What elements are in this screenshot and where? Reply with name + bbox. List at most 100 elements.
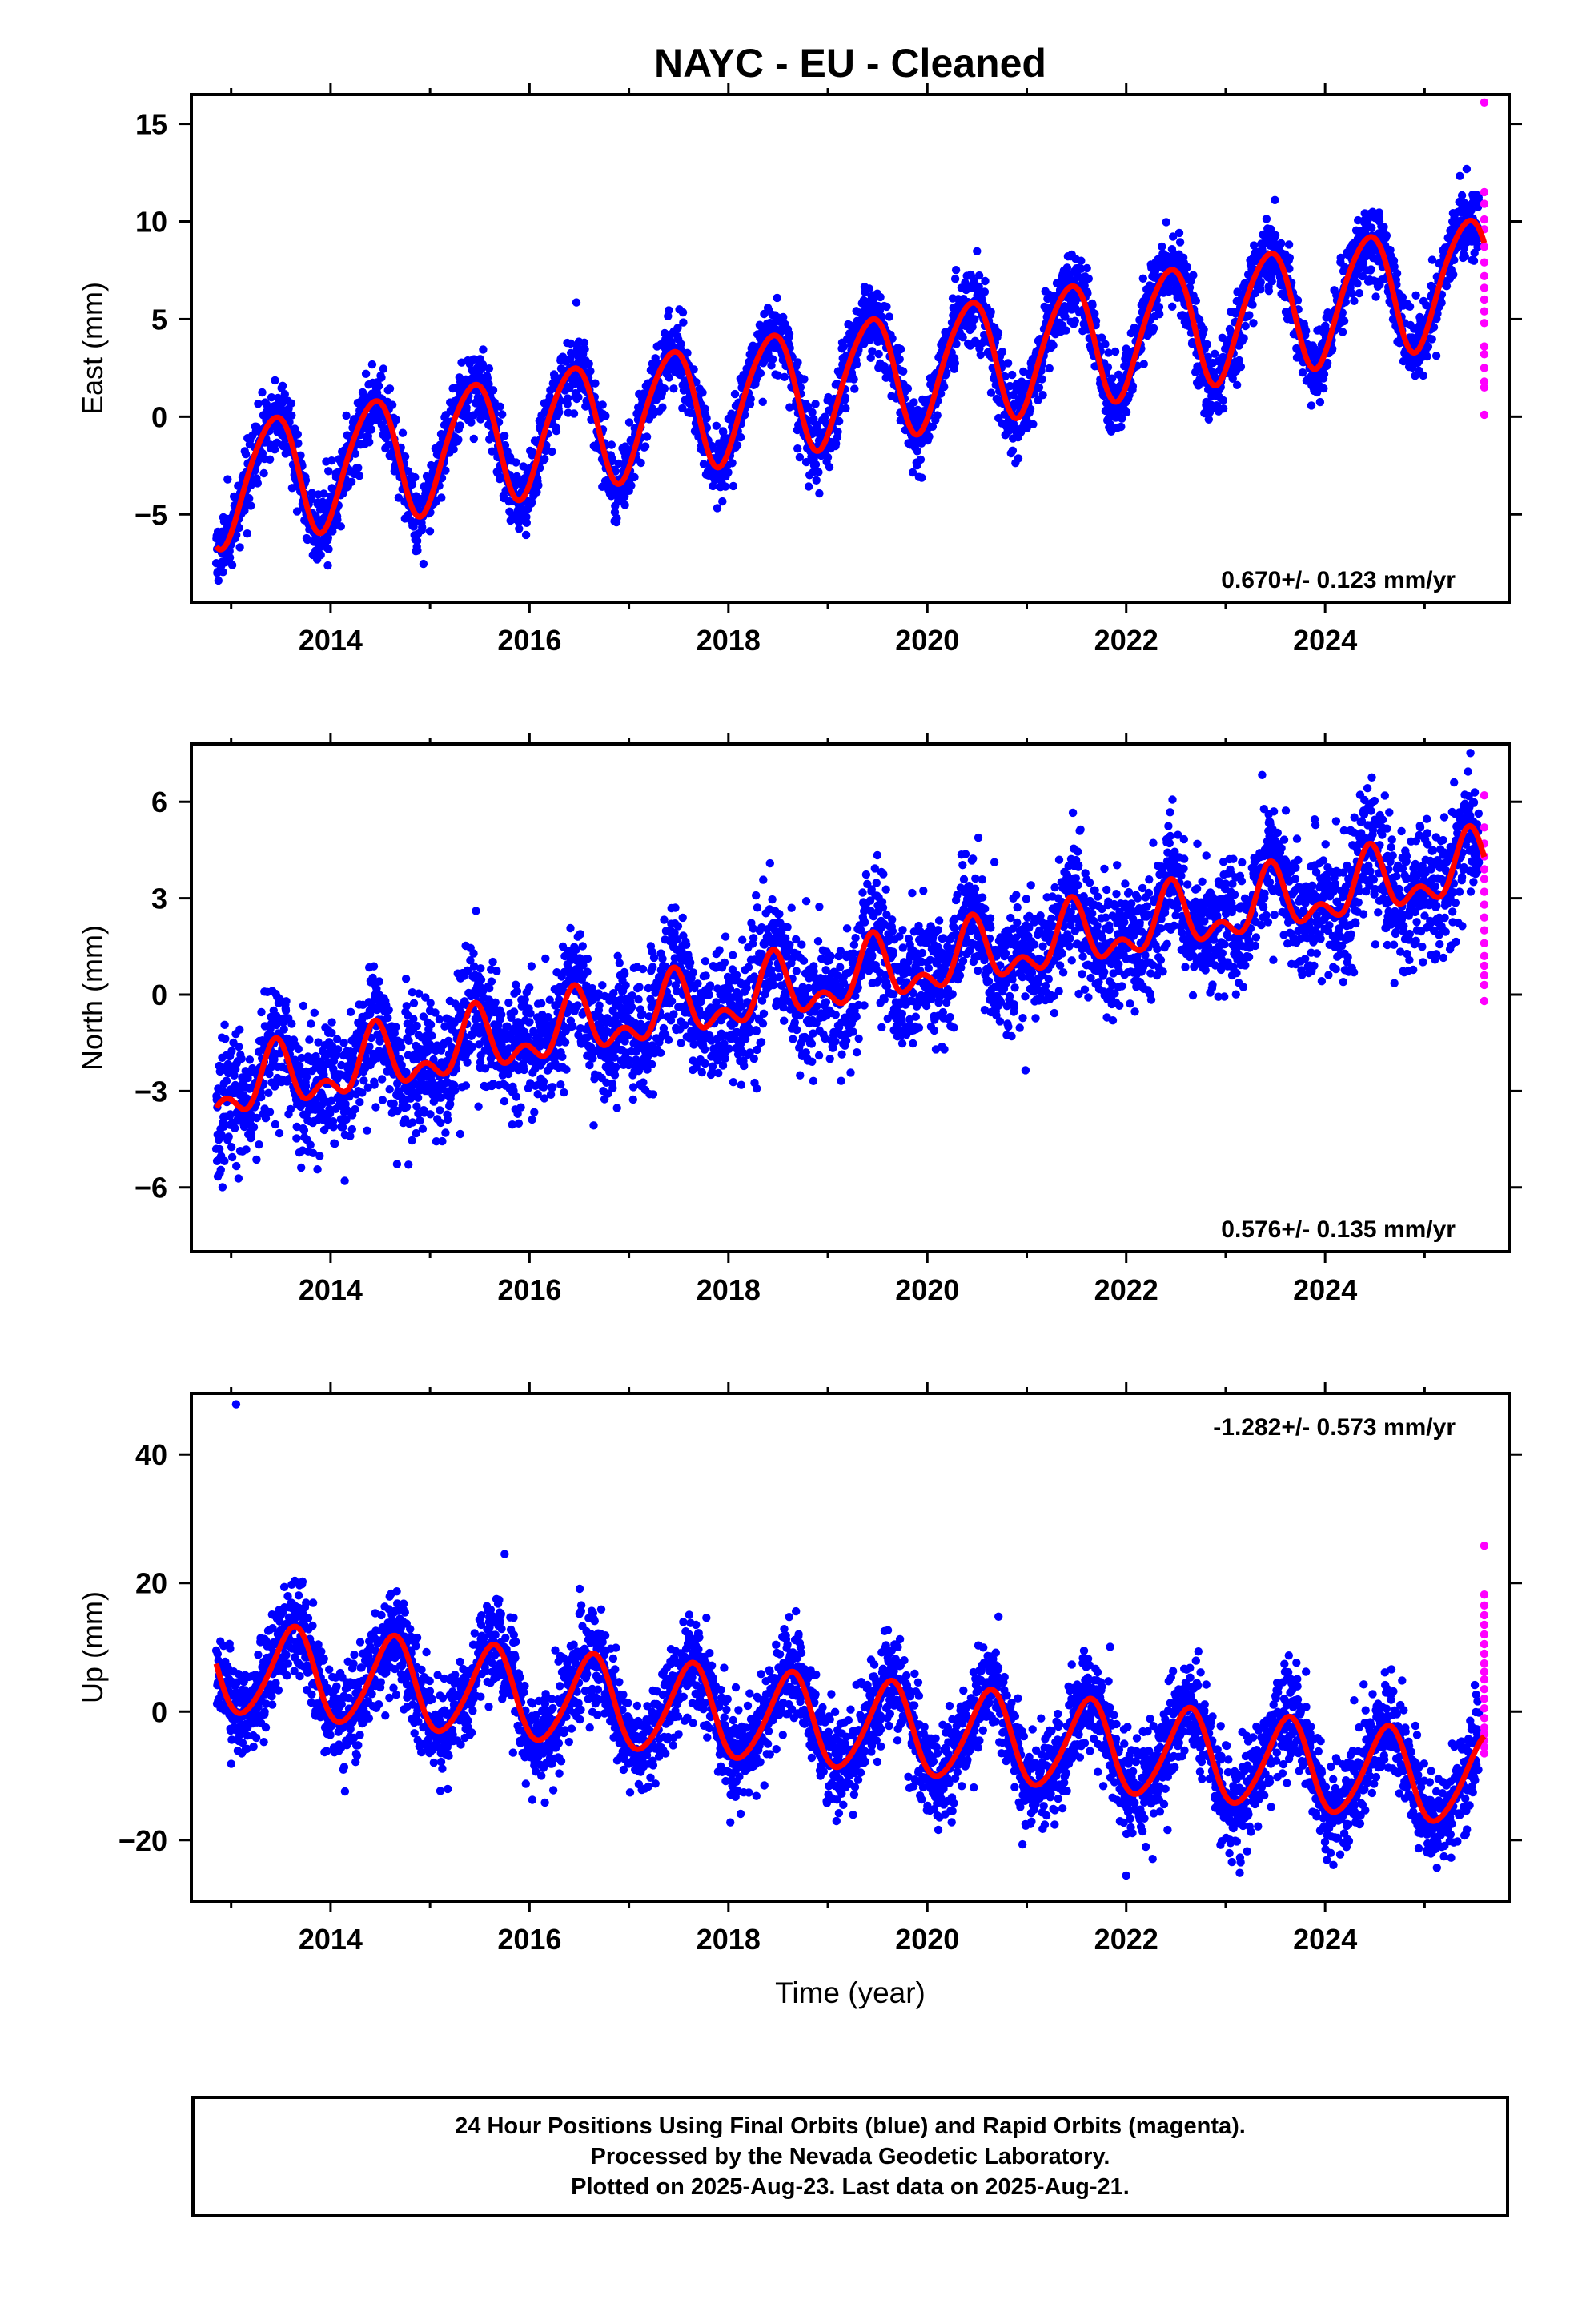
data-point: [1006, 381, 1014, 391]
data-point: [678, 308, 688, 317]
data-point: [1241, 321, 1250, 331]
data-point: [569, 409, 579, 418]
data-point: [866, 353, 875, 362]
data-point: [678, 404, 687, 412]
rapid-point: [1480, 215, 1489, 224]
data-point: [367, 360, 377, 369]
data-point: [265, 455, 275, 464]
data-point: [811, 460, 821, 469]
y-tick-label: 15: [135, 108, 167, 141]
data-point: [555, 408, 564, 416]
data-point: [225, 553, 235, 562]
data-point: [1045, 364, 1054, 373]
plot-area: [211, 98, 1489, 585]
data-point: [549, 384, 558, 393]
data-point: [235, 1042, 243, 1051]
data-point: [418, 523, 427, 532]
data-point: [733, 441, 742, 450]
rapid-point: [1480, 243, 1489, 251]
data-point: [391, 416, 401, 424]
data-point: [574, 392, 583, 402]
data-point: [1008, 370, 1017, 380]
data-point: [728, 459, 737, 468]
data-point: [225, 547, 234, 556]
data-point: [811, 400, 820, 408]
data-point: [913, 447, 922, 456]
data-point: [306, 1140, 315, 1149]
series-final-orbits-points: [211, 749, 1484, 1192]
data-point: [264, 1088, 273, 1098]
data-point: [227, 561, 237, 569]
data-point: [795, 452, 805, 462]
data-point: [488, 447, 496, 456]
data-point: [462, 403, 471, 412]
data-point: [227, 1152, 237, 1162]
data-point: [548, 447, 556, 456]
rapid-point: [1480, 350, 1489, 359]
data-point: [484, 364, 494, 373]
data-point: [254, 400, 263, 408]
data-point: [272, 438, 282, 447]
data-point: [235, 1025, 244, 1034]
data-point: [677, 340, 685, 348]
data-point: [968, 323, 977, 332]
data-point: [1204, 415, 1214, 424]
data-point: [540, 454, 549, 464]
data-point: [301, 1082, 311, 1091]
data-point: [942, 368, 951, 377]
data-point: [1271, 231, 1280, 239]
data-point: [1175, 238, 1185, 247]
data-point: [1168, 302, 1177, 311]
data-point: [1154, 303, 1164, 312]
data-point: [1431, 352, 1441, 360]
data-point: [398, 428, 408, 437]
data-point: [267, 393, 276, 402]
data-point: [808, 408, 817, 417]
data-point: [580, 338, 589, 347]
data-point: [1090, 309, 1099, 318]
data-point: [532, 488, 541, 497]
data-point: [850, 384, 859, 393]
data-point: [713, 504, 722, 513]
data-point: [624, 418, 634, 427]
data-point: [566, 339, 576, 348]
data-point: [235, 543, 244, 552]
data-point: [974, 271, 984, 280]
data-point: [232, 530, 241, 540]
data-point: [936, 389, 946, 398]
data-point: [363, 1126, 371, 1135]
data-point: [287, 1019, 296, 1028]
data-point: [227, 1143, 236, 1152]
data-point: [800, 375, 809, 384]
data-point: [1049, 341, 1058, 350]
data-point: [620, 492, 629, 501]
data-point: [1110, 347, 1120, 356]
data-point: [841, 393, 849, 402]
data-point: [333, 1045, 343, 1054]
data-point: [243, 529, 251, 538]
data-point: [1392, 269, 1402, 278]
data-point: [1284, 240, 1294, 249]
data-point: [282, 997, 291, 1006]
data-point: [255, 1140, 263, 1149]
data-point: [917, 439, 926, 448]
data-point: [758, 397, 767, 406]
data-point: [980, 287, 990, 296]
data-point: [1232, 380, 1242, 389]
data-point: [1174, 228, 1184, 238]
data-point: [310, 1008, 319, 1018]
data-point: [367, 425, 376, 434]
data-point: [1118, 414, 1126, 423]
data-point: [222, 1076, 231, 1085]
data-point: [620, 442, 630, 451]
data-point: [981, 276, 990, 286]
data-point: [223, 475, 232, 484]
data-point: [1245, 311, 1254, 320]
data-point: [868, 347, 877, 356]
data-point: [315, 1152, 324, 1160]
data-point: [1155, 310, 1164, 319]
data-point: [1001, 372, 1010, 381]
